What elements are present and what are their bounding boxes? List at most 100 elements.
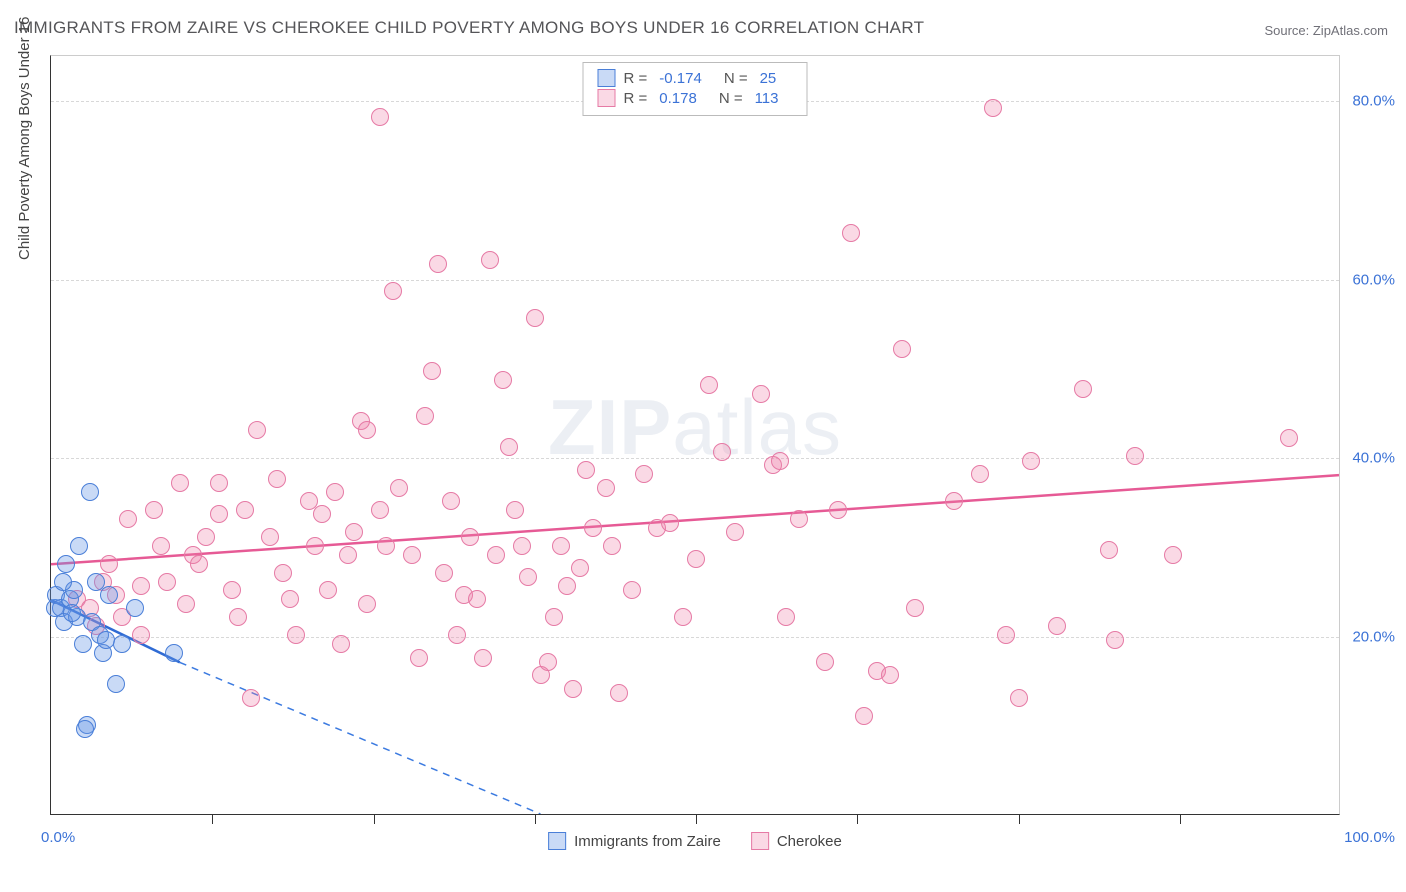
watermark: ZIPatlas bbox=[548, 382, 842, 473]
pink-point bbox=[752, 385, 770, 403]
x-axis-min-label: 0.0% bbox=[41, 829, 75, 846]
gridline bbox=[51, 458, 1339, 459]
pink-point bbox=[371, 501, 389, 519]
pink-point bbox=[984, 99, 1002, 117]
pink-point bbox=[816, 653, 834, 671]
gridline bbox=[51, 637, 1339, 638]
pink-point bbox=[158, 573, 176, 591]
blue-point bbox=[54, 573, 72, 591]
stats-r-label: R = bbox=[624, 70, 648, 87]
chart-plot-area: ZIPatlas 20.0%40.0%60.0%80.0% R = -0.174… bbox=[50, 55, 1340, 815]
blue-point bbox=[81, 483, 99, 501]
pink-point bbox=[855, 707, 873, 725]
pink-point bbox=[1100, 541, 1118, 559]
y-axis-title: Child Poverty Among Boys Under 16 bbox=[16, 17, 33, 260]
pink-point bbox=[390, 479, 408, 497]
pink-point bbox=[229, 608, 247, 626]
pink-point bbox=[1010, 689, 1028, 707]
y-tick-label: 20.0% bbox=[1352, 629, 1395, 646]
y-tick-label: 40.0% bbox=[1352, 450, 1395, 467]
pink-point bbox=[268, 470, 286, 488]
pink-point bbox=[1126, 447, 1144, 465]
pink-point bbox=[423, 362, 441, 380]
pink-point bbox=[674, 608, 692, 626]
blue-point bbox=[165, 644, 183, 662]
pink-point bbox=[487, 546, 505, 564]
pink-point bbox=[494, 371, 512, 389]
x-tick bbox=[1019, 814, 1020, 824]
x-tick bbox=[696, 814, 697, 824]
stats-row-blue: R = -0.174 N = 25 bbox=[598, 69, 793, 87]
pink-point bbox=[997, 626, 1015, 644]
blue-point bbox=[76, 720, 94, 738]
pink-point bbox=[1022, 452, 1040, 470]
pink-point bbox=[771, 452, 789, 470]
pink-point bbox=[893, 340, 911, 358]
legend-pink-label: Cherokee bbox=[777, 833, 842, 850]
blue-point bbox=[70, 537, 88, 555]
blue-point bbox=[63, 604, 81, 622]
pink-point bbox=[500, 438, 518, 456]
pink-point bbox=[481, 251, 499, 269]
blue-point bbox=[126, 599, 144, 617]
stats-blue-r: -0.174 bbox=[659, 70, 702, 87]
pink-point bbox=[319, 581, 337, 599]
stats-legend-box: R = -0.174 N = 25 R = 0.178 N = 113 bbox=[583, 62, 808, 116]
pink-point bbox=[442, 492, 460, 510]
stats-n-label: N = bbox=[724, 70, 748, 87]
swatch-blue-icon bbox=[548, 832, 566, 850]
pink-point bbox=[313, 505, 331, 523]
pink-point bbox=[242, 689, 260, 707]
x-axis-max-label: 100.0% bbox=[1344, 829, 1395, 846]
pink-point bbox=[577, 461, 595, 479]
legend-item-pink: Cherokee bbox=[751, 832, 842, 850]
pink-point bbox=[713, 443, 731, 461]
pink-point bbox=[281, 590, 299, 608]
pink-point bbox=[345, 523, 363, 541]
stats-r-label: R = bbox=[624, 90, 648, 107]
blue-point bbox=[100, 586, 118, 604]
blue-trend-extension bbox=[180, 662, 541, 814]
pink-point bbox=[177, 595, 195, 613]
pink-point bbox=[519, 568, 537, 586]
blue-point bbox=[113, 635, 131, 653]
blue-point bbox=[57, 555, 75, 573]
source-label: Source: ZipAtlas.com bbox=[1264, 23, 1388, 38]
pink-point bbox=[687, 550, 705, 568]
legend-item-blue: Immigrants from Zaire bbox=[548, 832, 721, 850]
pink-point bbox=[358, 595, 376, 613]
pink-point bbox=[384, 282, 402, 300]
pink-point bbox=[448, 626, 466, 644]
pink-point bbox=[1164, 546, 1182, 564]
pink-point bbox=[700, 376, 718, 394]
pink-point bbox=[584, 519, 602, 537]
pink-point bbox=[190, 555, 208, 573]
pink-point bbox=[429, 255, 447, 273]
pink-point bbox=[435, 564, 453, 582]
pink-point bbox=[132, 577, 150, 595]
pink-point bbox=[152, 537, 170, 555]
pink-point bbox=[358, 421, 376, 439]
pink-point bbox=[1106, 631, 1124, 649]
pink-point bbox=[306, 537, 324, 555]
pink-point bbox=[777, 608, 795, 626]
pink-point bbox=[410, 649, 428, 667]
pink-point bbox=[171, 474, 189, 492]
pink-point bbox=[945, 492, 963, 510]
pink-point bbox=[513, 537, 531, 555]
stats-row-pink: R = 0.178 N = 113 bbox=[598, 89, 793, 107]
pink-point bbox=[552, 537, 570, 555]
pink-point bbox=[661, 514, 679, 532]
pink-point bbox=[132, 626, 150, 644]
pink-point bbox=[416, 407, 434, 425]
pink-point bbox=[506, 501, 524, 519]
pink-point bbox=[223, 581, 241, 599]
pink-point bbox=[236, 501, 254, 519]
legend-blue-label: Immigrants from Zaire bbox=[574, 833, 721, 850]
pink-point bbox=[210, 505, 228, 523]
pink-point bbox=[971, 465, 989, 483]
x-tick bbox=[212, 814, 213, 824]
chart-title: IMMIGRANTS FROM ZAIRE VS CHEROKEE CHILD … bbox=[14, 18, 924, 38]
pink-point bbox=[842, 224, 860, 242]
gridline bbox=[51, 280, 1339, 281]
